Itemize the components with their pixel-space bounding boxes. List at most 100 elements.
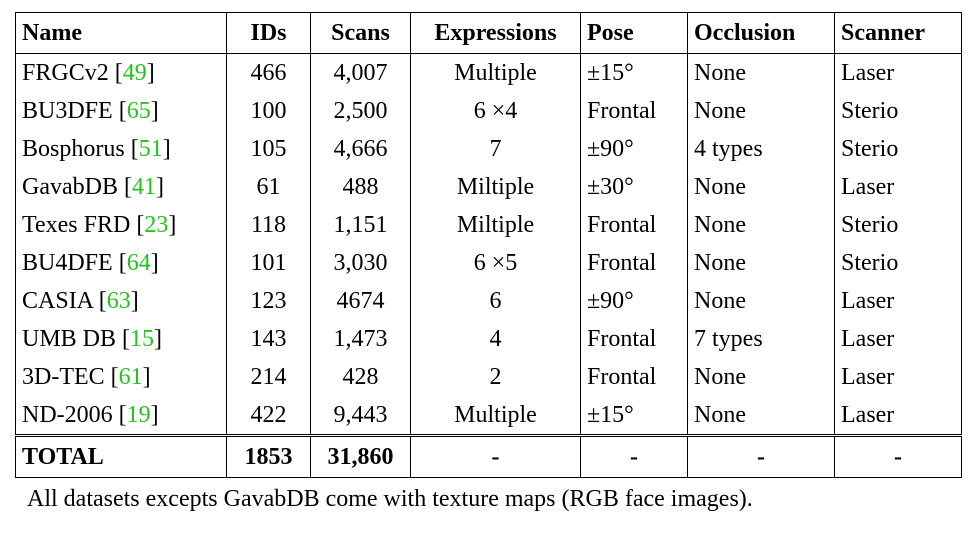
scanner-cell: Sterio: [834, 244, 962, 282]
expressions-cell: 6 ×5: [410, 244, 581, 282]
ids-cell: 123: [226, 282, 311, 320]
table-row: CASIA [63] 123 4674 6 ±90° None Laser: [15, 282, 962, 320]
expressions-cell: Miltiple: [410, 168, 581, 206]
ids-cell: 143: [226, 320, 311, 358]
dataset-name: UMB DB: [22, 326, 117, 352]
table-row: BU3DFE [65] 100 2,500 6 ×4 Frontal None Sterio: [15, 92, 962, 130]
expressions-cell: Multiple: [410, 53, 581, 92]
scans-cell: 3,030: [310, 244, 411, 282]
dataset-name-cell: GavabDB [41]: [15, 168, 227, 206]
citation-link[interactable]: 15: [130, 326, 155, 352]
citation-link[interactable]: 61: [118, 364, 143, 390]
citation-link[interactable]: 63: [106, 288, 131, 314]
expressions-cell: 7: [410, 130, 581, 168]
ids-cell: 105: [226, 130, 311, 168]
ids-cell: 61: [226, 168, 311, 206]
dataset-name: 3D-TEC: [22, 364, 105, 390]
pose-cell: Frontal: [580, 244, 688, 282]
scanner-cell: Sterio: [834, 130, 962, 168]
dataset-name-cell: Bosphorus [51]: [15, 130, 227, 168]
dataset-name: CASIA: [22, 288, 93, 314]
occlusion-cell: None: [687, 92, 835, 130]
citation-link[interactable]: 41: [131, 174, 156, 200]
dataset-name: GavabDB: [22, 174, 118, 200]
dataset-name-cell: UMB DB [15]: [15, 320, 227, 358]
dataset-name: Bosphorus: [22, 136, 125, 162]
expressions-cell: Miltiple: [410, 206, 581, 244]
table-row: 3D-TEC [61] 214 428 2 Frontal None Laser: [15, 358, 962, 396]
header-expressions: Expressions: [410, 12, 581, 54]
total-occlusion: -: [687, 434, 835, 478]
table-caption: All datasets excepts GavabDB come with t…: [27, 486, 753, 512]
table-row: ND-2006 [19] 422 9,443 Multiple ±15° None Lase…: [15, 396, 962, 436]
expressions-cell: Multiple: [410, 396, 581, 436]
table-row: BU4DFE [64] 101 3,030 6 ×5 Frontal None Sterio: [15, 244, 962, 282]
ids-cell: 100: [226, 92, 311, 130]
scans-cell: 488: [310, 168, 411, 206]
citation-link[interactable]: 65: [126, 98, 151, 124]
occlusion-cell: None: [687, 168, 835, 206]
table-row: Texes FRD [23] 118 1,151 Miltiple Frontal Non…: [15, 206, 962, 244]
pose-cell: Frontal: [580, 358, 688, 396]
ids-cell: 466: [226, 53, 311, 92]
dataset-name-cell: Texes FRD [23]: [15, 206, 227, 244]
total-row: TOTAL 1853 31,860 - - - -: [15, 434, 962, 478]
expressions-cell: 4: [410, 320, 581, 358]
total-label: TOTAL: [15, 434, 227, 478]
occlusion-cell: None: [687, 282, 835, 320]
citation-link[interactable]: 51: [138, 136, 163, 162]
scanner-cell: Laser: [834, 168, 962, 206]
occlusion-cell: None: [687, 358, 835, 396]
scanner-cell: Laser: [834, 282, 962, 320]
expressions-cell: 2: [410, 358, 581, 396]
table-row: UMB DB [15] 143 1,473 4 Frontal 7 types Laser: [15, 320, 962, 358]
scanner-cell: Sterio: [834, 206, 962, 244]
dataset-table: Name IDs Scans Expressions Pose Occlusio…: [15, 12, 962, 478]
total-scanner: -: [834, 434, 962, 478]
pose-cell: Frontal: [580, 206, 688, 244]
scans-cell: 2,500: [310, 92, 411, 130]
dataset-name-cell: FRGCv2 [49]: [15, 53, 227, 92]
citation-link[interactable]: 64: [126, 250, 151, 276]
pose-cell: Frontal: [580, 92, 688, 130]
pose-cell: ±15°: [580, 53, 688, 92]
scanner-cell: Laser: [834, 320, 962, 358]
citation-link[interactable]: 49: [122, 60, 147, 86]
total-ids: 1853: [226, 434, 311, 478]
header-pose: Pose: [580, 12, 688, 54]
dataset-name-cell: 3D-TEC [61]: [15, 358, 227, 396]
total-pose: -: [580, 434, 688, 478]
dataset-name-cell: BU3DFE [65]: [15, 92, 227, 130]
header-scanner: Scanner: [834, 12, 962, 54]
dataset-name-cell: BU4DFE [64]: [15, 244, 227, 282]
header-name: Name: [15, 12, 227, 54]
citation-link[interactable]: 19: [126, 402, 151, 428]
scanner-cell: Sterio: [834, 92, 962, 130]
scans-cell: 9,443: [310, 396, 411, 436]
header-ids: IDs: [226, 12, 311, 54]
occlusion-cell: 4 types: [687, 130, 835, 168]
occlusion-cell: None: [687, 244, 835, 282]
header-row: Name IDs Scans Expressions Pose Occlusio…: [15, 12, 962, 54]
header-scans: Scans: [310, 12, 411, 54]
citation-link[interactable]: 23: [144, 212, 169, 238]
table-row: GavabDB [41] 61 488 Miltiple ±30° None Laser: [15, 168, 962, 206]
dataset-name: Texes FRD: [22, 212, 131, 238]
dataset-name: BU3DFE: [22, 98, 113, 124]
pose-cell: ±30°: [580, 168, 688, 206]
scans-cell: 4,007: [310, 53, 411, 92]
pose-cell: ±90°: [580, 130, 688, 168]
scanner-cell: Laser: [834, 396, 962, 436]
scans-cell: 4674: [310, 282, 411, 320]
scanner-cell: Laser: [834, 358, 962, 396]
table-row: Bosphorus [51] 105 4,666 7 ±90° 4 types Sterio: [15, 130, 962, 168]
ids-cell: 422: [226, 396, 311, 436]
expressions-cell: 6: [410, 282, 581, 320]
occlusion-cell: None: [687, 396, 835, 436]
scans-cell: 1,151: [310, 206, 411, 244]
ids-cell: 118: [226, 206, 311, 244]
dataset-name: FRGCv2: [22, 60, 109, 86]
total-expressions: -: [410, 434, 581, 478]
dataset-table-container: Name IDs Scans Expressions Pose Occlusio…: [15, 12, 962, 512]
scans-cell: 4,666: [310, 130, 411, 168]
